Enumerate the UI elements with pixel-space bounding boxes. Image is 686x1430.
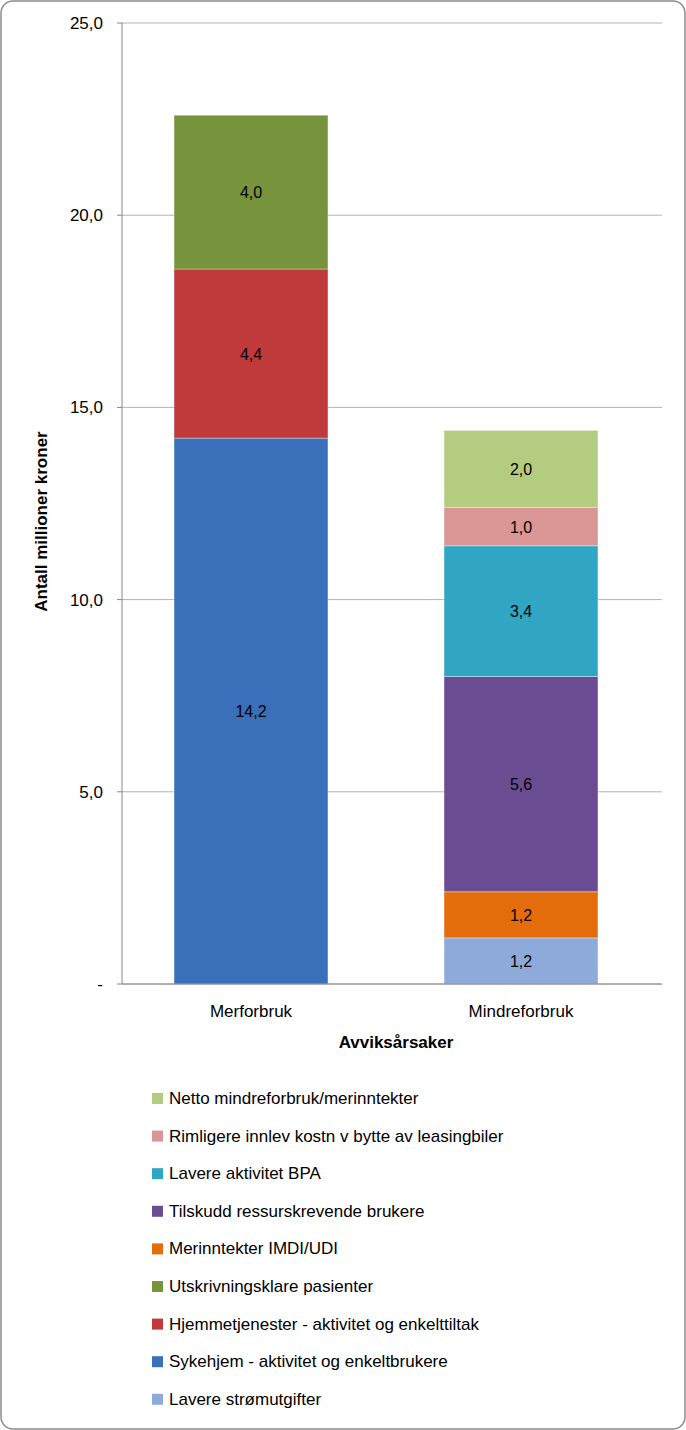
legend-label: Sykehjem - aktivitet og enkeltbrukere [169,1352,448,1371]
data-label: 2,0 [510,461,532,478]
data-label: 1,2 [510,953,532,970]
x-axis [122,984,662,985]
data-label: 14,2 [235,703,266,720]
tick-mark [117,215,122,216]
legend-swatch [152,1131,163,1142]
bar-segment [444,676,598,891]
bar-segment [444,938,598,984]
bar-segment [174,115,328,269]
legend-label: Rimligere innlev kostn v bytte av leasin… [169,1127,504,1146]
data-label: 3,4 [510,603,532,620]
tick-label: 20,0 [70,206,103,225]
bar-segment [174,269,328,438]
tick-label: 5,0 [79,783,103,802]
category-label: Merforbruk [210,1002,293,1021]
legend-swatch [152,1356,163,1367]
data-label: 1,0 [510,519,532,536]
data-label: 4,4 [240,346,262,363]
tick-mark [117,791,122,792]
bar-segment [444,892,598,938]
y-ticks: - 5,0 10,0 15,0 20,0 25,0 [70,14,122,994]
legend-label: Utskrivningsklare pasienter [169,1277,373,1296]
chart: - 5,0 10,0 15,0 20,0 25,0 1,2 14,2 4,4 4,0 1,2 5,6 3… [0,0,686,1430]
legend-swatch [152,1206,163,1217]
bar-segment [444,507,598,545]
y-axis [122,23,123,984]
legend-swatch [152,1093,163,1104]
tick-label: 15,0 [70,398,103,417]
legend-label: Hjemmetjenester - aktivitet og enkelttil… [169,1315,479,1334]
legend-swatch [152,1168,163,1179]
tick-label: 10,0 [70,591,103,610]
bar-segment [444,430,598,507]
legend-label: Netto mindreforbruk/merinntekter [169,1089,419,1108]
x-axis-title: Avviksårsaker [339,1033,454,1052]
legend-swatch [152,1319,163,1330]
category-label: Mindreforbruk [469,1002,574,1021]
grid [122,23,662,984]
data-label: 4,0 [240,184,262,201]
bars [174,115,598,984]
tick-mark [117,599,122,600]
legend: Netto mindreforbruk/merinntekter Rimliger… [152,1089,504,1409]
bar-segment [444,546,598,677]
grid-line [122,23,662,24]
frame [1,1,685,1429]
legend-label: Tilskudd ressurskrevende brukere [169,1202,424,1221]
data-labels: 1,2 14,2 4,4 4,0 1,2 5,6 3,4 1,0 2,0 [235,184,532,970]
legend-label: Lavere aktivitet BPA [169,1164,321,1183]
y-axis-title: Antall millioner kroner [32,431,51,612]
grid-line [122,984,662,985]
bar-segment [174,438,328,984]
legend-swatch [152,1394,163,1405]
tick-mark [117,984,122,985]
tick-mark [117,407,122,408]
legend-swatch [152,1281,163,1292]
legend-label: Lavere strømutgifter [169,1390,321,1409]
legend-swatch [152,1243,163,1254]
tick-mark [117,23,122,24]
legend-label: Merinntekter IMDI/UDI [169,1239,338,1258]
tick-label: - [97,975,103,994]
tick-label: 25,0 [70,14,103,33]
data-label: 1,2 [510,907,532,924]
data-label: 5,6 [510,776,532,793]
